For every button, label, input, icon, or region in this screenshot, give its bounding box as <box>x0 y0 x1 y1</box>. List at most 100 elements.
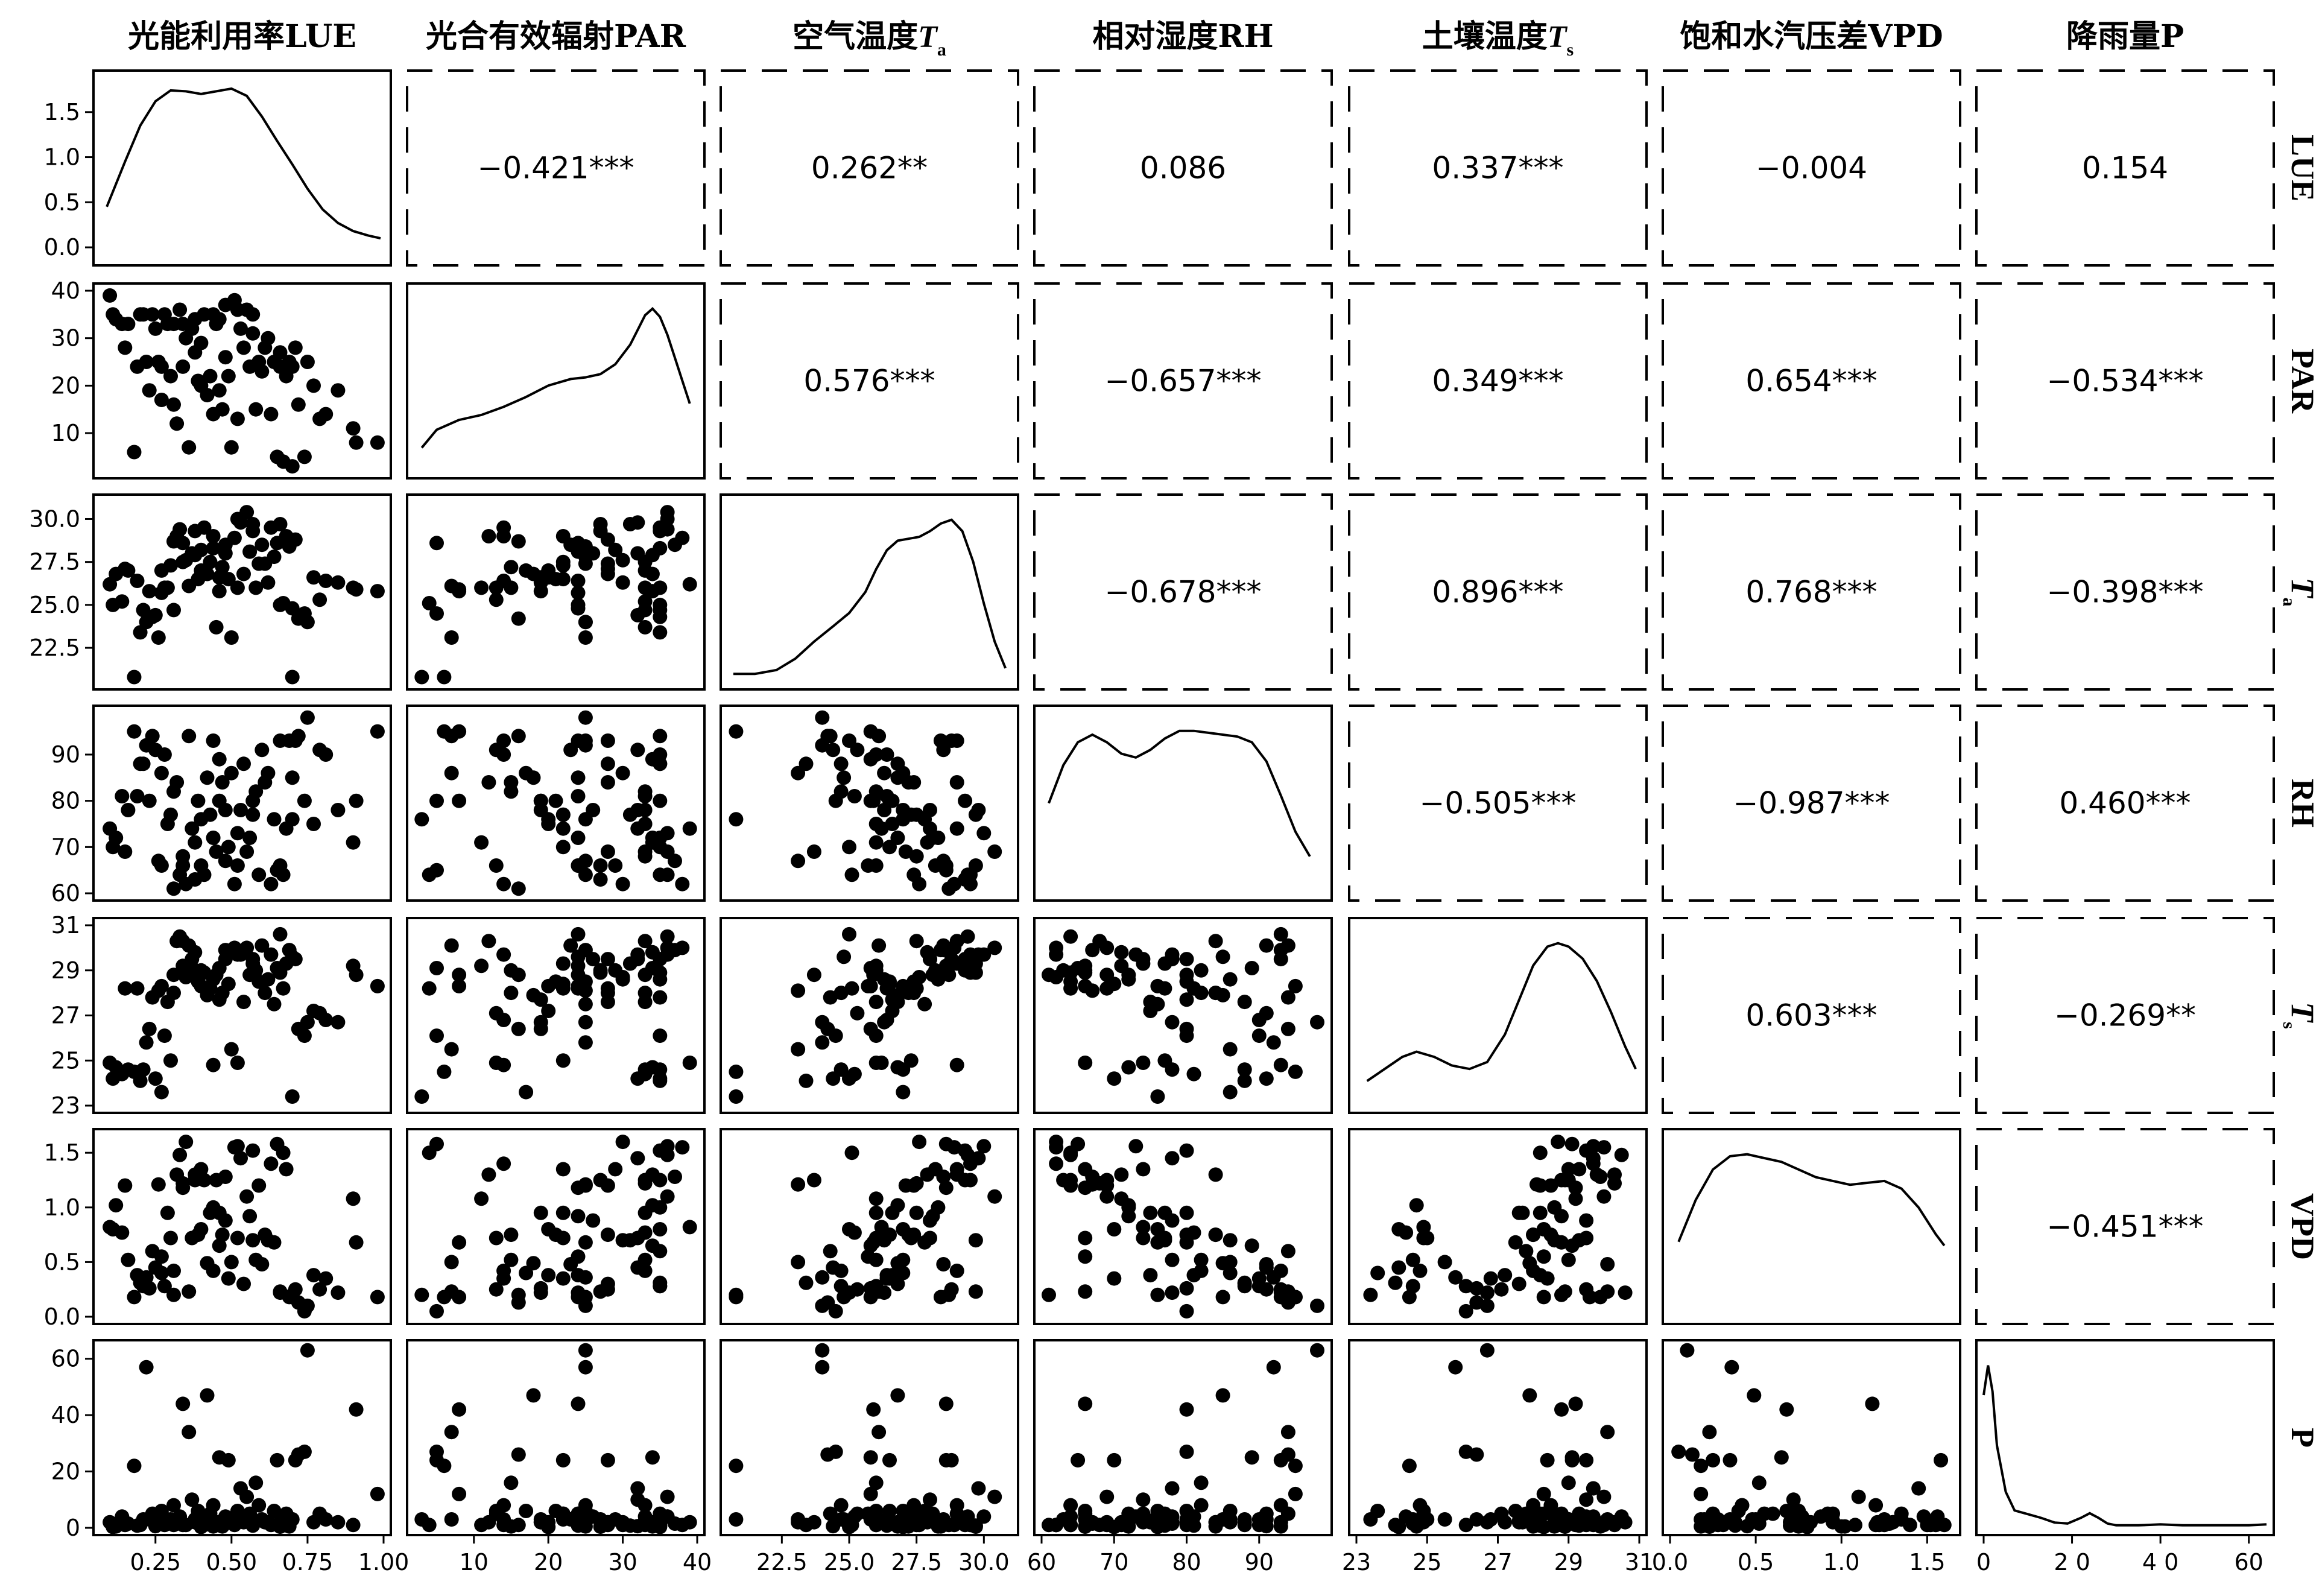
scatter-point <box>218 297 233 312</box>
scatter-point <box>255 743 270 758</box>
scatter-point <box>571 978 586 993</box>
scatter-point <box>212 1515 227 1530</box>
scatter-point <box>866 1235 881 1250</box>
scatter-point <box>1554 1402 1569 1417</box>
scatter-point <box>489 858 504 873</box>
scatter-point <box>1071 1452 1086 1468</box>
scatter-point <box>1179 1504 1194 1518</box>
scatter-point <box>206 307 221 322</box>
scatter-point <box>148 321 163 336</box>
scatter-point <box>842 1222 856 1237</box>
scatter-point <box>1458 1518 1473 1533</box>
correlation-label: −0.678*** <box>1104 575 1261 610</box>
scatter-point <box>600 986 615 1001</box>
scatter-point <box>653 524 668 539</box>
correlation-label: 0.262** <box>811 151 928 186</box>
scatter-point <box>1114 958 1129 974</box>
scatter-point <box>963 1156 978 1171</box>
scatter-point <box>593 517 608 531</box>
scatter-point <box>555 956 571 971</box>
scatter-point <box>637 803 653 817</box>
scatter-point <box>653 793 668 808</box>
scatter-point <box>251 867 267 882</box>
correlation-label: 0.086 <box>1140 151 1226 186</box>
scatter-point <box>868 1028 884 1043</box>
scatter-point <box>206 733 221 748</box>
scatter-point <box>1078 965 1093 980</box>
scatter-point <box>136 1279 151 1294</box>
correlation-label: −0.987*** <box>1733 786 1890 821</box>
scatter-point <box>682 1220 697 1235</box>
scatter-point <box>163 1053 178 1068</box>
scatter-point <box>1865 1396 1880 1411</box>
scatter-point <box>1179 1303 1194 1319</box>
scatter-point <box>118 340 133 355</box>
scatter-point <box>668 1170 682 1184</box>
scatter-point <box>306 1268 321 1283</box>
scatter-point <box>1561 1162 1576 1177</box>
scatter-point <box>555 1053 571 1068</box>
scatter-point <box>847 789 862 803</box>
scatter-point <box>1259 1519 1274 1534</box>
scatter-point <box>1259 1260 1274 1275</box>
scatter-point <box>182 1284 197 1299</box>
scatter-point <box>511 1447 526 1462</box>
scatter-point <box>1136 1162 1151 1177</box>
scatter-point <box>1085 1170 1100 1184</box>
scatter-point <box>660 947 675 962</box>
scatter-point <box>844 867 859 882</box>
scatter-point <box>230 1139 245 1154</box>
scatter-point <box>1099 1489 1115 1504</box>
x-tick-label: 60 <box>2235 1549 2263 1575</box>
scatter-point <box>166 1498 181 1513</box>
scatter-point <box>474 580 489 595</box>
scatter-point <box>968 1519 983 1534</box>
scatter-point <box>251 1178 267 1193</box>
scatter-point <box>414 812 429 827</box>
panel-frame <box>1662 1339 1961 1536</box>
scatter-point <box>578 1343 593 1358</box>
scatter-point <box>1800 1519 1815 1534</box>
scatter-point <box>555 821 571 836</box>
scatter-point <box>242 831 258 845</box>
scatter-point <box>526 1388 541 1403</box>
scatter-point <box>1582 1512 1597 1527</box>
scatter-point <box>791 1512 806 1527</box>
scatter-point <box>349 582 364 597</box>
scatter-point <box>1056 1173 1071 1188</box>
scatter-point <box>1056 1512 1071 1527</box>
scatter-point <box>452 1402 467 1417</box>
scatter-point <box>1049 1140 1064 1155</box>
correlation-label: 0.603*** <box>1745 998 1877 1033</box>
scatter-point <box>1078 1506 1093 1521</box>
scatter-point <box>185 821 200 836</box>
scatter-point <box>452 584 467 599</box>
scatter-point <box>331 1515 346 1530</box>
scatter-point <box>288 532 303 547</box>
scatter-point <box>1165 1481 1180 1496</box>
scatter-point <box>1416 1220 1431 1235</box>
scatter-point <box>148 1071 163 1086</box>
scatter-point <box>481 1167 496 1182</box>
scatter-point <box>834 1279 849 1294</box>
scatter-point <box>429 1444 444 1459</box>
scatter-point <box>139 1035 154 1050</box>
scatter-point <box>215 402 230 417</box>
scatter-point <box>267 996 282 1012</box>
scatter-point <box>879 1268 894 1283</box>
scatter-point <box>600 733 615 748</box>
scatter-point <box>224 440 239 455</box>
row-label-lue: LUE <box>2285 135 2321 201</box>
scatter-point <box>285 359 300 374</box>
scatter-point <box>931 1200 946 1215</box>
scatter-point <box>944 733 959 748</box>
panel-frame <box>1348 917 1648 1114</box>
scatter-point <box>1579 1492 1594 1507</box>
scatter-point <box>414 670 429 685</box>
scatter-point <box>285 1290 300 1305</box>
scatter-point <box>331 383 346 398</box>
scatter-point <box>630 1481 645 1496</box>
scatter-point <box>1288 1458 1303 1474</box>
scatter-point <box>230 947 245 962</box>
scatter-point <box>936 943 951 958</box>
